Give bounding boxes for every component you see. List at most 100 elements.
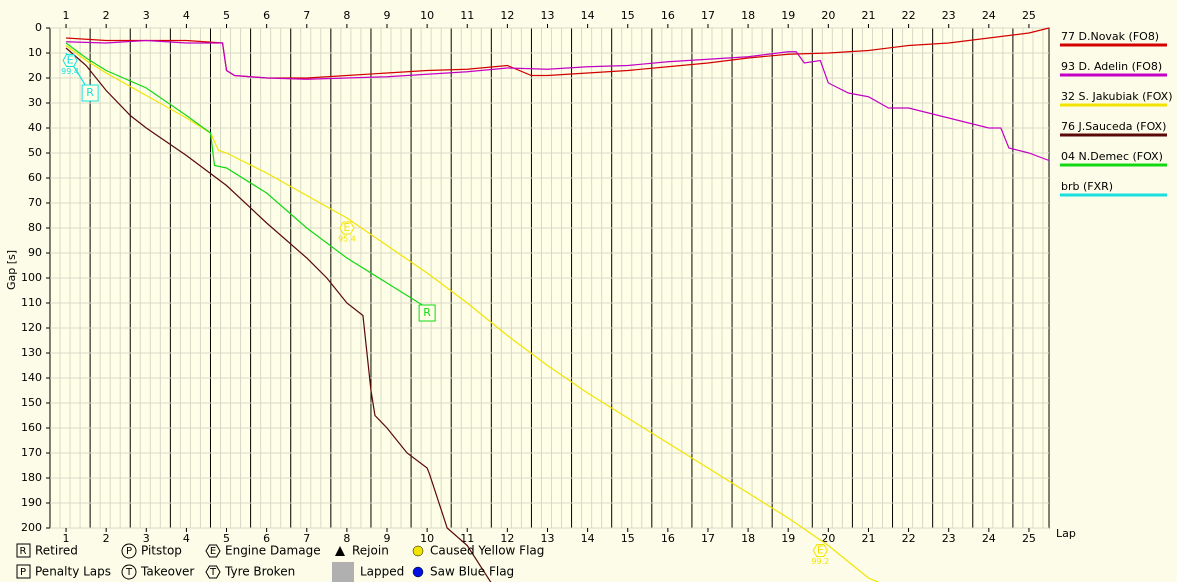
key-label: Lapped bbox=[360, 565, 404, 579]
x-tick-label-top: 25 bbox=[1022, 9, 1036, 22]
key-item: Saw Blue Flag bbox=[412, 565, 514, 579]
key-icon bbox=[121, 564, 137, 580]
x-tick-label-top: 13 bbox=[540, 9, 554, 22]
x-tick-label-top: 19 bbox=[781, 9, 795, 22]
x-tick-label-top: 16 bbox=[661, 9, 675, 22]
key-item: P Penalty Laps bbox=[16, 564, 111, 579]
x-tick-label: 17 bbox=[701, 532, 715, 545]
y-tick-label: 40 bbox=[28, 121, 42, 134]
y-tick-label: 120 bbox=[21, 321, 42, 334]
x-tick-label-top: 10 bbox=[420, 9, 434, 22]
key-symbol: E bbox=[210, 546, 216, 557]
key-item: T Tyre Broken bbox=[205, 565, 295, 579]
annotation-symbol: E bbox=[343, 221, 350, 234]
x-axis-label: Lap bbox=[1056, 527, 1076, 540]
legend-label: brb (FXR) bbox=[1061, 180, 1113, 193]
annotation-marker bbox=[418, 304, 436, 322]
y-tick-label: 190 bbox=[21, 496, 42, 509]
x-tick-label-top: 23 bbox=[942, 9, 956, 22]
x-tick-label: 23 bbox=[942, 532, 956, 545]
x-tick-label: 14 bbox=[581, 532, 595, 545]
key-symbol: P bbox=[20, 567, 26, 578]
key-symbol: T bbox=[209, 567, 217, 578]
x-tick-label: 9 bbox=[384, 532, 391, 545]
x-tick-label: 19 bbox=[781, 532, 795, 545]
series-line bbox=[65, 47, 492, 582]
annotation-symbol: R bbox=[86, 86, 94, 99]
key-item: Caused Yellow Flag bbox=[412, 544, 544, 558]
annotation-marker bbox=[81, 84, 99, 102]
x-tick-label: 22 bbox=[902, 532, 916, 545]
y-tick-label: 100 bbox=[21, 271, 42, 284]
y-tick-label: 70 bbox=[28, 196, 42, 209]
key-label: Rejoin bbox=[352, 544, 389, 558]
annotation-symbol: E bbox=[817, 544, 824, 557]
x-tick-label: 8 bbox=[343, 532, 350, 545]
x-tick-label: 1 bbox=[63, 532, 70, 545]
key-icon bbox=[16, 564, 31, 579]
x-tick-label-top: 17 bbox=[701, 9, 715, 22]
x-tick-label-top: 7 bbox=[303, 9, 310, 22]
x-tick-label: 6 bbox=[263, 532, 270, 545]
y-axis-label: Gap [s] bbox=[5, 250, 18, 290]
key-item: T Takeover bbox=[121, 564, 194, 580]
key-icon bbox=[205, 544, 221, 558]
x-tick-label: 12 bbox=[500, 532, 514, 545]
key-item: R Retired bbox=[16, 543, 78, 558]
key-label: Tyre Broken bbox=[224, 565, 295, 579]
x-tick-label: 18 bbox=[741, 532, 755, 545]
x-tick-label: 15 bbox=[621, 532, 635, 545]
x-tick-label-top: 15 bbox=[621, 9, 635, 22]
y-tick-label: 180 bbox=[21, 471, 42, 484]
y-tick-label: 50 bbox=[28, 146, 42, 159]
annotation-text: 99.4 bbox=[61, 67, 79, 76]
series-line bbox=[65, 42, 428, 309]
key-symbol: T bbox=[125, 567, 133, 578]
series-line bbox=[65, 45, 880, 582]
x-tick-label: 10 bbox=[420, 532, 434, 545]
legend-label: 77 D.Novak (FO8) bbox=[1061, 30, 1159, 43]
x-tick-label-top: 12 bbox=[500, 9, 514, 22]
x-tick-label: 5 bbox=[223, 532, 230, 545]
key-label: Saw Blue Flag bbox=[430, 565, 514, 579]
x-tick-label: 24 bbox=[982, 532, 996, 545]
x-tick-label-top: 2 bbox=[103, 9, 110, 22]
y-tick-label: 130 bbox=[21, 346, 42, 359]
series-line bbox=[66, 39, 1050, 162]
y-tick-label: 150 bbox=[21, 396, 42, 409]
x-tick-label: 13 bbox=[540, 532, 554, 545]
key-symbol: P bbox=[126, 546, 132, 557]
x-tick-label-top: 1 bbox=[63, 9, 70, 22]
key-item: P Pitstop bbox=[121, 543, 182, 559]
legend-label: 32 S. Jakubiak (FOX) bbox=[1061, 90, 1173, 103]
x-tick-label-top: 4 bbox=[183, 9, 190, 22]
x-tick-label-top: 14 bbox=[581, 9, 595, 22]
key-label: Penalty Laps bbox=[35, 565, 111, 579]
key-icon bbox=[412, 545, 424, 557]
y-tick-label: 140 bbox=[21, 371, 42, 384]
y-tick-label: 20 bbox=[28, 71, 42, 84]
annotation-symbol: R bbox=[423, 306, 431, 319]
x-tick-label-top: 20 bbox=[821, 9, 835, 22]
x-tick-label-top: 18 bbox=[741, 9, 755, 22]
y-tick-label: 170 bbox=[21, 446, 42, 459]
x-tick-label-top: 9 bbox=[384, 9, 391, 22]
legend-label: 04 N.Demec (FOX) bbox=[1061, 150, 1163, 163]
key-icon bbox=[332, 562, 354, 582]
key-icon bbox=[335, 546, 345, 556]
y-tick-label: 90 bbox=[28, 246, 42, 259]
y-tick-label: 110 bbox=[21, 296, 42, 309]
x-tick-label-top: 24 bbox=[982, 9, 996, 22]
y-tick-label: 60 bbox=[28, 171, 42, 184]
y-tick-label: 0 bbox=[35, 21, 42, 34]
x-tick-label: 3 bbox=[143, 532, 150, 545]
y-tick-label: 30 bbox=[28, 96, 42, 109]
x-tick-label: 16 bbox=[661, 532, 675, 545]
key-item: Rejoin bbox=[335, 544, 389, 558]
key-icon bbox=[16, 543, 31, 558]
x-tick-label: 20 bbox=[821, 532, 835, 545]
x-tick-label: 2 bbox=[103, 532, 110, 545]
annotation-text: 99.2 bbox=[811, 557, 829, 566]
